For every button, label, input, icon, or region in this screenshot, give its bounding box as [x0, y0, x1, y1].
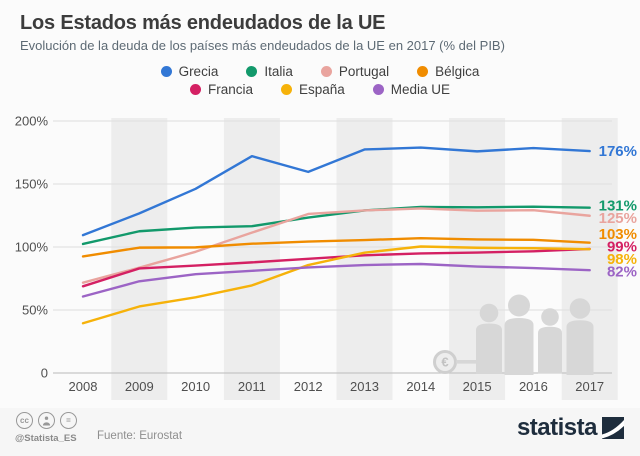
chart-subtitle: Evolución de la deuda de los países más …	[20, 38, 505, 53]
legend-label-espana: España	[298, 82, 345, 97]
end-value-label-portugal: 125%	[599, 210, 637, 227]
axis-and-value-labels: 2008 2009 2010 2011 2012 2013 2014 2015 2016 2017…	[69, 143, 637, 394]
x-tick-label: 2009	[125, 379, 154, 394]
y-tick-label: 100%	[15, 240, 49, 255]
statista-logo: statista	[517, 416, 624, 440]
series-line-francia	[81, 247, 591, 288]
legend-label-grecia: Grecia	[178, 64, 219, 79]
end-value-label-italia: 131%	[599, 197, 637, 214]
x-tick-label: 2016	[519, 379, 548, 394]
equal-nd-icon: =	[60, 412, 77, 429]
series-line-portugal	[81, 207, 591, 284]
legend-item-portugal: Portugal	[320, 64, 390, 79]
debt-burden-watermark: €	[433, 294, 594, 375]
y-tick-label: 150%	[15, 177, 49, 192]
x-tick-label: 2011	[238, 379, 266, 394]
y-tick-label: 200%	[15, 114, 49, 129]
gridlines: 0 50% 100% 150% 200%	[15, 114, 612, 381]
x-tick-label: 2013	[350, 379, 379, 394]
statista-wordmark: statista	[516, 414, 598, 441]
x-tick-label: 2008	[69, 379, 98, 394]
legend-label-belgica: Bélgica	[435, 64, 480, 79]
x-tick-label: 2015	[463, 379, 492, 394]
legend-dot-espana-icon	[280, 84, 292, 95]
statista-handle: @Statista_ES	[15, 433, 77, 444]
year-band-2009	[111, 118, 168, 400]
year-band-2013	[336, 118, 393, 400]
legend-item-espana: España	[280, 82, 345, 97]
series-line-españa	[81, 245, 591, 325]
series-line-media-ue	[81, 262, 591, 298]
attribution-person-icon	[38, 412, 55, 429]
source-text: Fuente: Eurostat	[97, 430, 183, 442]
series-line-bélgica	[81, 236, 591, 258]
legend-item-italia: Italia	[246, 64, 293, 79]
end-value-label-media-ue: 82%	[607, 264, 637, 281]
year-band-2011	[223, 118, 280, 400]
legend-dot-portugal-icon	[320, 66, 332, 77]
series-lines	[81, 146, 591, 325]
chart-title: Los Estados más endeudados de la UE	[20, 12, 386, 34]
cc-icon: cc	[16, 412, 33, 429]
legend-dot-media-ue-icon	[372, 84, 384, 95]
legend-item-media-ue: Media UE	[372, 82, 451, 97]
legend-dot-grecia-icon	[160, 66, 172, 77]
svg-text:€: €	[441, 355, 448, 370]
y-tick-label: 50%	[22, 303, 48, 318]
series-line-grecia	[81, 146, 591, 237]
legend-row-1: Grecia Italia Portugal Bélgica	[0, 64, 640, 79]
legend-dot-francia-icon	[189, 84, 201, 95]
legend-row-2: Francia España Media UE	[0, 82, 640, 97]
header: Los Estados más endeudados de la UE Evol…	[20, 10, 624, 53]
statista-logo-mark-icon	[602, 417, 624, 439]
legend-dot-italia-icon	[246, 66, 258, 77]
legend: Grecia Italia Portugal Bélgica Francia	[0, 64, 640, 97]
euro-coin-icon: €	[433, 350, 486, 374]
end-value-label-bélgica: 103%	[599, 226, 637, 243]
x-tick-label: 2012	[294, 379, 323, 394]
legend-label-portugal: Portugal	[338, 64, 390, 79]
legend-item-belgica: Bélgica	[417, 64, 479, 79]
legend-label-francia: Francia	[207, 82, 253, 97]
end-value-label-grecia: 176%	[599, 143, 637, 160]
footer: cc = @Statista_ES Fuente: Eurostat stati…	[0, 408, 640, 456]
people-silhouettes	[476, 294, 594, 375]
x-tick-label: 2014	[406, 379, 435, 394]
legend-label-italia: Italia	[264, 64, 293, 79]
legend-dot-belgica-icon	[417, 66, 429, 77]
legend-label-media-ue: Media UE	[390, 82, 451, 97]
x-tick-label: 2017	[575, 379, 604, 394]
legend-item-grecia: Grecia	[160, 64, 219, 79]
series-line-italia	[81, 205, 591, 246]
end-value-label-españa: 98%	[607, 251, 637, 268]
end-value-label-francia: 99%	[607, 238, 637, 255]
legend-item-francia: Francia	[189, 82, 253, 97]
x-tick-label: 2010	[181, 379, 210, 394]
license-icons: cc =	[16, 412, 77, 429]
y-tick-label: 0	[41, 366, 48, 381]
